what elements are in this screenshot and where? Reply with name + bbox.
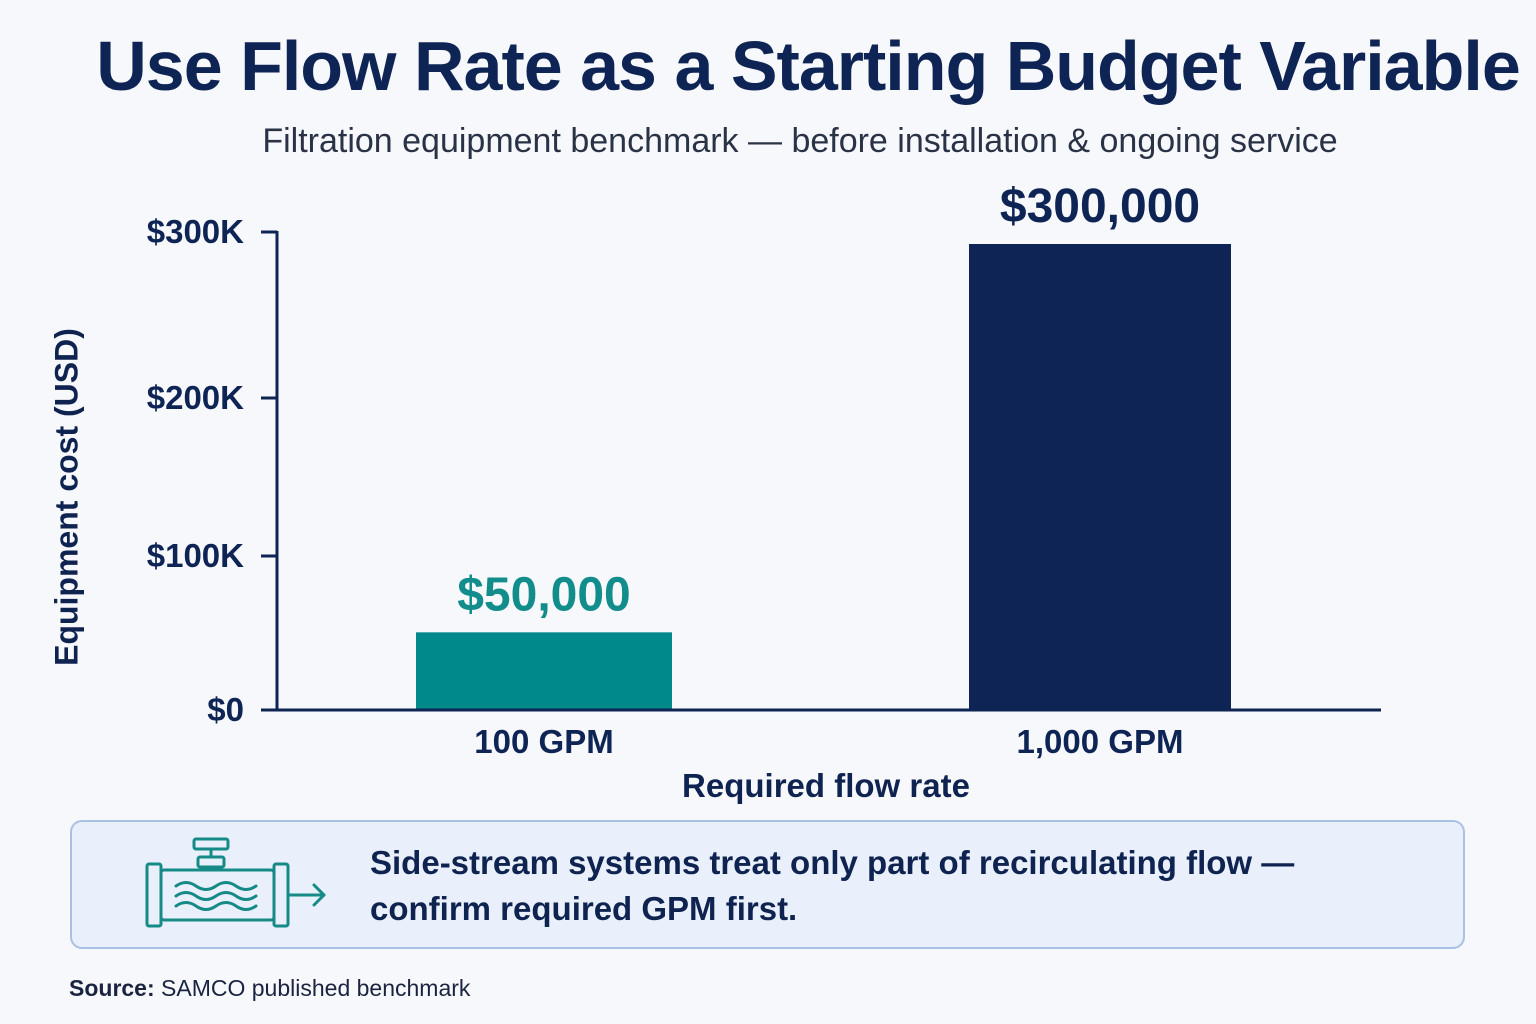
y-tick-label: $0 xyxy=(207,691,244,728)
chart-subtitle: Filtration equipment benchmark — before … xyxy=(262,122,1338,160)
bar-2 xyxy=(969,244,1231,710)
x-tick-label: 100 GPM xyxy=(474,723,613,760)
x-tick-label: 1,000 GPM xyxy=(1017,723,1184,760)
chart-title: Use Flow Rate as a Starting Budget Varia… xyxy=(96,27,1521,105)
bar-value-label: $50,000 xyxy=(457,568,631,621)
x-axis-label: Required flow rate xyxy=(682,767,970,804)
y-axis-label: Equipment cost (USD) xyxy=(48,328,85,666)
y-tick-label: $100K xyxy=(147,537,244,574)
bar-value-label: $300,000 xyxy=(1000,180,1200,233)
callout-text: Side-stream systems treat only part of r… xyxy=(370,844,1295,927)
y-tick-label: $200K xyxy=(147,379,244,416)
callout-box: Side-stream systems treat only part of r… xyxy=(70,820,1465,949)
pipe-flow-icon xyxy=(145,837,326,928)
source-note: Source: SAMCO published benchmark xyxy=(69,975,470,1002)
source-label: Source: xyxy=(69,975,155,1001)
source-text: SAMCO published benchmark xyxy=(161,975,471,1001)
bar-1 xyxy=(416,632,672,710)
y-tick-label: $300K xyxy=(147,213,244,250)
